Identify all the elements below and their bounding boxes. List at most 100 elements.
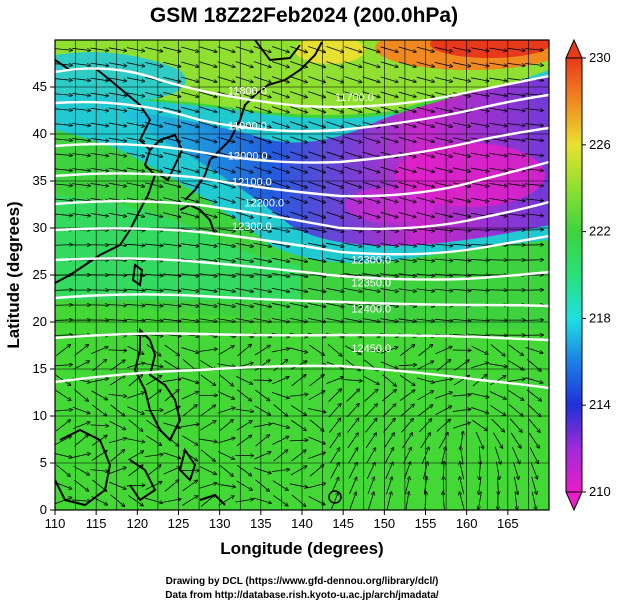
streamline-arrow	[362, 46, 380, 52]
streamline-arrow	[182, 480, 198, 492]
streamline-arrow	[55, 305, 72, 306]
streamline-arrow	[404, 477, 409, 495]
streamline-arrow	[380, 106, 398, 112]
contour-label: 12450.0	[351, 343, 391, 355]
streamline-arrow	[399, 374, 415, 385]
x-axis-ticks: 110 115 120 125 130 135 140 145 150 155 160 165	[45, 510, 519, 531]
streamline-arrow	[127, 451, 144, 461]
streamline-arrow	[90, 77, 109, 81]
streamline-arrow	[108, 182, 127, 186]
streamline-arrow	[199, 106, 217, 112]
streamline-arrow	[471, 363, 488, 369]
streamline-arrow	[513, 461, 518, 479]
x-tick-label: 145	[332, 516, 354, 531]
streamline-arrow	[108, 393, 127, 396]
streamline-arrow	[493, 432, 502, 448]
streamline-arrow	[108, 350, 127, 351]
plot-area: 11800.0 11900.0 12000.0 12100.0 12200.0 12300…	[55, 40, 549, 510]
streamline-arrow	[308, 391, 325, 401]
streamline-arrow	[163, 212, 180, 217]
streamline-arrow	[366, 448, 376, 464]
streamline-arrow	[55, 245, 72, 246]
coastline-borneo	[55, 428, 112, 507]
streamline-arrow	[326, 136, 343, 143]
streamline-arrow	[144, 244, 163, 246]
streamline-arrow	[380, 136, 398, 142]
streamline-arrow	[219, 464, 233, 476]
streamline-arrow	[236, 421, 252, 431]
streamline-arrow	[144, 46, 163, 51]
streamline-arrow	[488, 335, 507, 336]
streamline-arrow	[92, 404, 106, 416]
streamline-arrow	[362, 257, 380, 261]
x-tick-label: 110	[45, 516, 66, 531]
contour-12200	[55, 227, 549, 256]
streamline-arrow	[434, 152, 453, 157]
colorbar: 210 214 218 222 226 230	[565, 38, 611, 512]
streamline-arrow	[309, 344, 324, 355]
streamline-arrow	[441, 447, 446, 465]
streamline-arrow	[291, 494, 306, 506]
streamline-arrow	[181, 151, 198, 157]
y-axis-label: Latitude (degrees)	[4, 201, 23, 348]
streamline-arrow	[398, 181, 416, 187]
credit-drawing: Drawing by DCL (https://www.gfd-dennou.o…	[166, 576, 439, 587]
streamline-arrow	[452, 167, 471, 172]
y-tick-label: 20	[33, 314, 47, 329]
streamline-arrow	[383, 433, 394, 449]
streamline-arrow	[199, 318, 217, 322]
streamline-arrow	[470, 77, 489, 81]
streamline-arrow	[55, 335, 72, 336]
streamline-arrow	[181, 243, 199, 246]
chart-title: GSM 18Z22Feb2024 (200.0hPa)	[150, 4, 458, 27]
streamline-arrow	[90, 167, 109, 171]
streamline-arrow	[199, 46, 217, 52]
streamline-arrow	[235, 318, 254, 321]
streamline-arrow	[344, 196, 361, 203]
streamline-arrow	[529, 447, 538, 463]
streamline-arrow	[55, 497, 72, 505]
streamline-arrow	[490, 405, 505, 415]
streamline-arrow	[380, 91, 398, 97]
streamline-arrow	[181, 212, 198, 217]
contour-12100	[55, 200, 549, 231]
streamline-arrow	[488, 260, 507, 261]
streamline-arrow	[380, 76, 398, 82]
streamline-arrow	[398, 136, 416, 142]
streamline-arrow	[291, 419, 306, 430]
streamline-arrow	[164, 344, 180, 356]
contour-label: 12300.0	[232, 221, 272, 233]
streamline-arrow	[380, 288, 398, 292]
y-tick-label: 40	[33, 126, 47, 141]
streamline-arrow	[272, 436, 289, 445]
streamline-arrow	[434, 107, 453, 111]
x-tick-label: 165	[497, 516, 519, 531]
streamline-arrow	[508, 390, 524, 400]
streamline-arrow	[470, 320, 489, 321]
streamline-arrow	[217, 227, 235, 231]
streamline-arrow	[126, 167, 145, 172]
streamline-arrow	[496, 461, 500, 480]
x-tick-label: 120	[126, 516, 148, 531]
y-tick-label: 15	[33, 361, 47, 376]
streamline-arrow	[382, 404, 396, 417]
streamline-arrow	[326, 181, 343, 188]
streamline-arrow	[199, 136, 217, 142]
streamline-arrow	[271, 242, 290, 247]
streamline-arrow	[235, 408, 253, 411]
streamline-arrow	[470, 392, 489, 397]
streamline-arrow	[435, 347, 451, 355]
streamline-arrow	[271, 76, 289, 83]
streamline-arrow	[290, 46, 307, 52]
streamline-arrow	[470, 335, 489, 336]
streamline-arrow	[290, 181, 307, 188]
streamline-arrow	[362, 136, 380, 142]
streamline-arrow	[362, 196, 380, 202]
streamline-arrow	[326, 287, 344, 291]
streamline-arrow	[219, 420, 233, 432]
streamline-arrow	[290, 196, 307, 203]
streamline-arrow	[235, 136, 253, 143]
streamline-arrow	[199, 61, 217, 67]
streamline-arrow	[271, 181, 289, 188]
